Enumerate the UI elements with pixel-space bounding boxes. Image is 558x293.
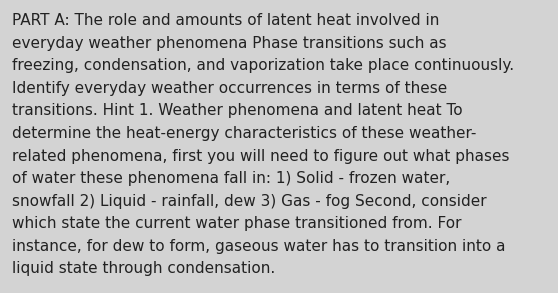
Text: which state the current water phase transitioned from. For: which state the current water phase tran… xyxy=(12,216,462,231)
Text: liquid state through condensation.: liquid state through condensation. xyxy=(12,261,276,276)
Text: related phenomena, first you will need to figure out what phases: related phenomena, first you will need t… xyxy=(12,149,510,163)
Text: transitions. Hint 1. Weather phenomena and latent heat To: transitions. Hint 1. Weather phenomena a… xyxy=(12,103,463,118)
Text: instance, for dew to form, gaseous water has to transition into a: instance, for dew to form, gaseous water… xyxy=(12,239,506,254)
Text: Identify everyday weather occurrences in terms of these: Identify everyday weather occurrences in… xyxy=(12,81,448,96)
Text: of water these phenomena fall in: 1) Solid - frozen water,: of water these phenomena fall in: 1) Sol… xyxy=(12,171,450,186)
Text: freezing, condensation, and vaporization take place continuously.: freezing, condensation, and vaporization… xyxy=(12,58,514,73)
Text: everyday weather phenomena Phase transitions such as: everyday weather phenomena Phase transit… xyxy=(12,36,447,51)
Text: PART A: The role and amounts of latent heat involved in: PART A: The role and amounts of latent h… xyxy=(12,13,440,28)
Text: snowfall 2) Liquid - rainfall, dew 3) Gas - fog Second, consider: snowfall 2) Liquid - rainfall, dew 3) Ga… xyxy=(12,194,487,209)
Text: determine the heat-energy characteristics of these weather-: determine the heat-energy characteristic… xyxy=(12,126,477,141)
